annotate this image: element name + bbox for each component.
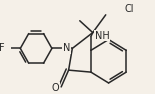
Text: F: F [0,43,4,53]
Text: N: N [63,43,71,53]
Text: O: O [52,83,59,93]
Text: Cl: Cl [124,4,134,14]
Text: NH: NH [95,31,109,41]
